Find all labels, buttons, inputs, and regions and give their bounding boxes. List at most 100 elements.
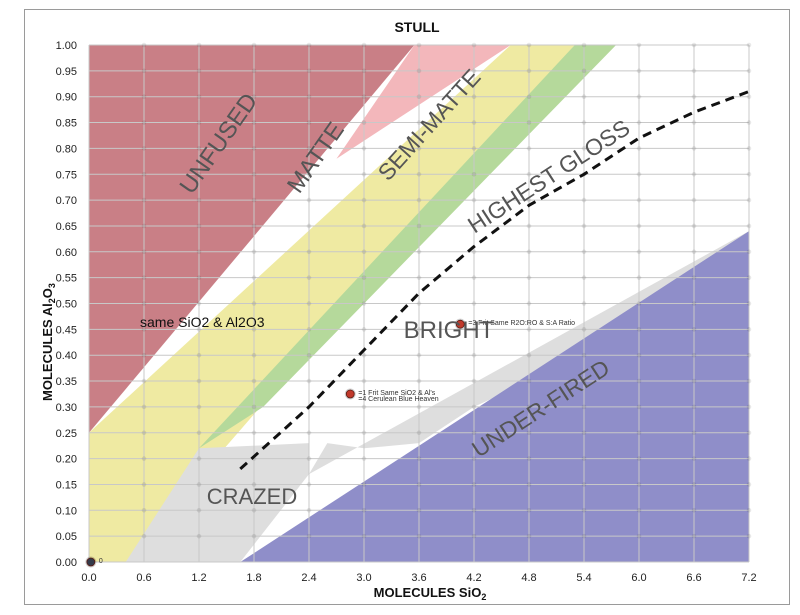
grid-node	[746, 120, 752, 125]
grid-node	[141, 482, 147, 487]
annotation-same-sio2-al2o3: same SiO2 & Al2O3	[140, 314, 265, 330]
grid-node	[526, 352, 532, 358]
y-tick-label: 0.50	[56, 299, 77, 311]
x-tick-label: 7.2	[741, 572, 756, 584]
grid-node	[361, 301, 367, 306]
grid-node	[196, 68, 202, 74]
grid-node	[526, 275, 532, 280]
grid-node	[416, 352, 422, 358]
grid-node	[471, 378, 477, 384]
grid-node	[746, 378, 752, 384]
grid-node	[196, 404, 202, 410]
points-layer: =1 Frit Same SiO2 & Al's=4 Cerulean Blue…	[85, 318, 575, 568]
y-tick-label: 0.40	[56, 350, 77, 362]
grid-node	[526, 42, 532, 48]
region-label-crazed: CRAZED	[207, 484, 297, 509]
grid-node	[746, 508, 752, 513]
y-tick-label: 0.10	[56, 505, 77, 517]
grid-node	[471, 456, 477, 461]
grid-node	[196, 197, 202, 203]
grid-node	[141, 94, 147, 99]
grid-node	[251, 327, 257, 332]
grid-node	[471, 249, 477, 255]
y-axis-title-sub2: 3	[47, 283, 57, 288]
grid-node	[251, 533, 257, 539]
y-tick-label: 0.80	[56, 143, 77, 155]
grid-node	[636, 301, 642, 306]
grid-node	[251, 352, 257, 358]
grid-node	[251, 94, 257, 99]
grid-node	[306, 120, 312, 125]
grid-node	[691, 404, 697, 410]
grid-node	[526, 378, 532, 384]
grid-node	[471, 430, 477, 436]
x-axis-title: MOLECULES SiO2	[374, 585, 487, 602]
grid-node	[361, 378, 367, 384]
grid-node	[141, 378, 147, 384]
grid-node	[141, 533, 147, 539]
y-tick-label: 0.45	[56, 324, 77, 336]
y-axis-title-mid: O	[40, 288, 55, 298]
grid-node	[691, 275, 697, 280]
grid-node	[196, 146, 202, 151]
data-point	[86, 557, 96, 567]
y-tick-label: 0.30	[56, 402, 77, 414]
y-tick-label: 0.20	[56, 454, 77, 466]
grid-node	[141, 42, 147, 48]
grid-node	[251, 404, 257, 410]
grid-node	[416, 456, 422, 461]
grid-node	[416, 275, 422, 280]
grid-node	[361, 94, 367, 99]
grid-node	[196, 249, 202, 255]
grid-node	[746, 327, 752, 332]
grid-node	[251, 42, 257, 48]
grid-node	[526, 456, 532, 461]
region-label-bright: BRIGHT	[404, 317, 495, 344]
grid-node	[746, 249, 752, 255]
grid-node	[251, 249, 257, 255]
grid-node	[691, 171, 697, 177]
grid-node	[306, 94, 312, 99]
grid-node	[581, 508, 587, 513]
grid-node	[746, 352, 752, 358]
grid-node	[581, 42, 587, 48]
grid-node	[691, 146, 697, 151]
grid-node	[361, 430, 367, 436]
grid-node	[196, 120, 202, 125]
grid-node	[196, 508, 202, 513]
grid-node	[196, 327, 202, 332]
x-tick-label: 4.2	[466, 572, 481, 584]
grid-node	[196, 301, 202, 306]
y-tick-label: 0.35	[56, 376, 77, 388]
grid-node	[526, 430, 532, 436]
grid-node	[251, 482, 257, 487]
grid-node	[416, 120, 422, 125]
gridlines	[88, 42, 752, 563]
grid-node	[746, 171, 752, 177]
grid-node	[526, 68, 532, 74]
grid-node	[581, 352, 587, 358]
x-tick-label: 4.8	[521, 572, 536, 584]
axis-ticks: 0.0 0.6 1.2 1.8 2.4 3.0 3.6 4.2 4.8 5.4 6.0 6.6 7.2 0…	[56, 40, 757, 584]
grid-node	[196, 171, 202, 177]
data-point-label: =1 Frit Same SiO2 & Al's	[358, 390, 436, 397]
grid-node	[306, 327, 312, 332]
grid-node	[471, 171, 477, 177]
grid-node	[581, 430, 587, 436]
grid-node	[471, 275, 477, 280]
grid-node	[636, 249, 642, 255]
grid-node	[416, 42, 422, 48]
grid-node	[636, 456, 642, 461]
grid-node	[581, 94, 587, 99]
grid-node	[526, 301, 532, 306]
x-tick-label: 3.0	[356, 572, 371, 584]
y-tick-label: 1.00	[56, 40, 77, 52]
grid-node	[306, 249, 312, 255]
grid-node	[416, 508, 422, 513]
grid-node	[361, 275, 367, 280]
grid-node	[361, 404, 367, 410]
grid-node	[636, 68, 642, 74]
grid-node	[636, 171, 642, 177]
grid-node	[746, 430, 752, 436]
